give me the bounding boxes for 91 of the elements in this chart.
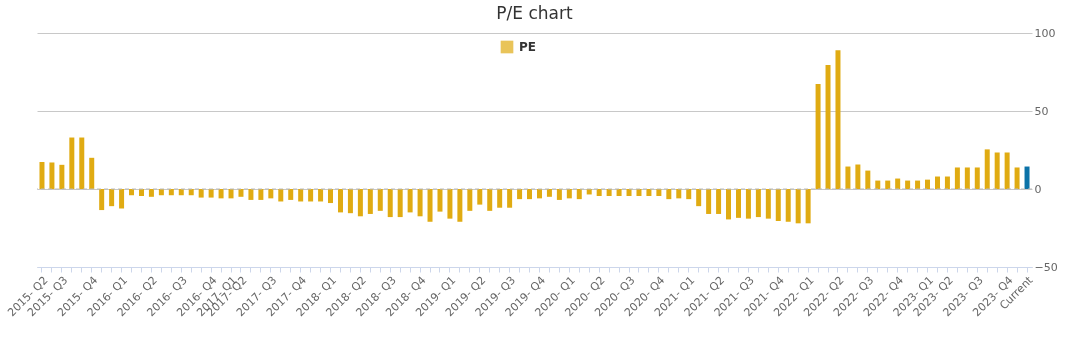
bar [785,189,791,222]
bar [646,189,652,197]
bar [109,189,115,207]
bar [1024,166,1030,189]
bar [318,189,324,202]
bar [49,162,55,189]
bar [447,189,453,219]
bar [367,189,373,214]
bar [964,167,970,189]
bar [387,189,393,218]
bar [377,189,383,211]
bar [546,189,552,197]
bar [855,164,861,189]
bar [706,189,712,214]
bar [925,179,931,189]
bar [507,189,513,208]
bar [497,189,503,208]
bar [527,189,533,200]
bar [487,189,493,211]
y-tick-label: 50 [1034,104,1049,118]
bar [89,157,95,189]
bar [775,189,781,221]
y-tick-label: −50 [1034,260,1058,274]
bar [686,189,692,200]
bar [726,189,732,220]
bar [905,180,911,189]
bar [666,189,672,200]
legend-label: PE [519,40,536,54]
bar [716,189,722,214]
bar [1014,167,1020,189]
bar [944,176,950,189]
bar [765,189,771,219]
bar [357,189,363,217]
bar [556,189,562,200]
bar [198,189,204,198]
bar [298,189,304,202]
bar [696,189,702,207]
bar [865,170,871,189]
bar [437,189,443,212]
bar [517,189,523,200]
bar [258,189,264,200]
bar [308,189,314,202]
bar [59,164,65,189]
bar [148,189,154,197]
bar [825,64,831,189]
bar [208,189,214,198]
bar [845,166,851,189]
bar [994,152,1000,189]
bar [268,189,274,199]
bar [417,189,423,217]
bar [407,189,413,213]
bar [238,189,244,197]
bar [248,189,254,200]
bar [288,189,294,200]
bar [218,189,224,199]
y-tick-label: 100 [1034,26,1056,40]
bar [477,189,483,205]
bar [954,167,960,189]
bar [984,149,990,189]
bar [168,189,174,196]
bar [278,189,284,202]
bar [69,137,75,189]
bar [39,162,45,189]
bar [99,189,105,211]
bar [735,189,741,218]
chart-title: P/E chart [496,3,573,23]
bar [934,176,940,189]
bar [616,189,622,197]
bar [328,189,334,204]
bar [457,189,463,222]
bar [337,189,343,213]
y-tick-label: 0 [1034,182,1042,196]
bar [626,189,632,197]
bar [129,189,135,196]
bar [427,189,433,222]
bar [835,50,841,189]
bar [815,84,821,189]
bar [1004,152,1010,189]
bar [805,189,811,224]
bar [576,189,582,200]
bar [745,189,751,219]
bar [467,189,473,211]
bar [795,189,801,224]
bar [79,137,85,189]
bar [885,180,891,189]
bar [119,189,125,209]
bar [596,189,602,197]
bar [974,167,980,189]
bar [397,189,403,218]
bar [755,189,761,218]
bar [347,189,353,214]
